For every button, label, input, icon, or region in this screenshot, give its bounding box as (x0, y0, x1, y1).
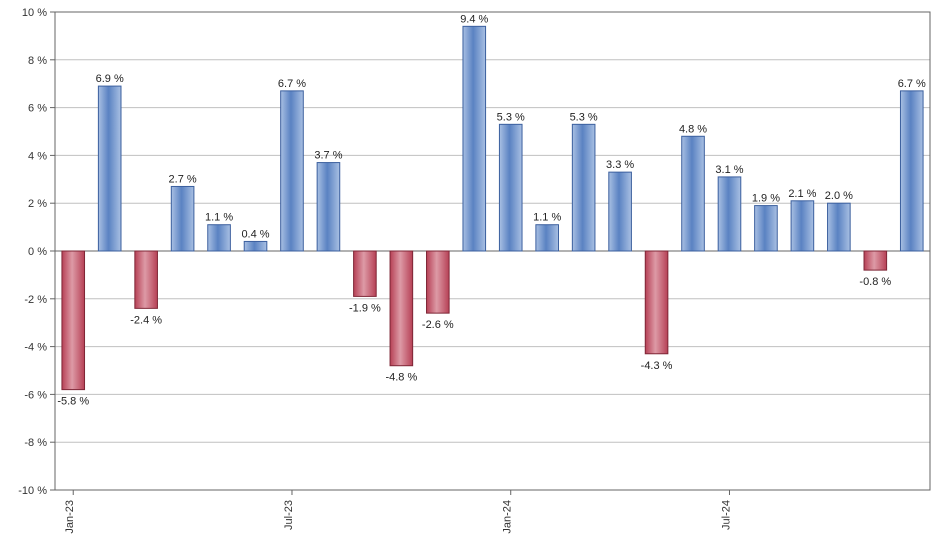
bar-value-label: 3.7 % (314, 150, 342, 162)
bar-value-label: -2.6 % (422, 319, 454, 331)
bar (171, 186, 194, 251)
x-axis-label: Jan-23 (64, 500, 76, 534)
bar (499, 124, 522, 251)
bar (718, 177, 741, 251)
bar (609, 172, 632, 251)
bar (62, 251, 85, 390)
bar (463, 26, 486, 251)
bar-value-label: -4.8 % (385, 372, 417, 384)
bar-value-label: 3.3 % (606, 159, 634, 171)
bar (755, 206, 778, 251)
bar-value-label: 9.4 % (460, 13, 488, 25)
bar-value-label: 3.1 % (715, 164, 743, 176)
y-axis-label: 0 % (28, 246, 47, 258)
bar (135, 251, 158, 308)
bar (208, 225, 231, 251)
bar-value-label: 6.7 % (898, 78, 926, 90)
bar-value-label: 0.4 % (241, 228, 269, 240)
bar-value-label: 6.9 % (96, 73, 124, 85)
bar-value-label: -5.8 % (57, 396, 89, 408)
bar-value-label: 1.9 % (752, 193, 780, 205)
bar (354, 251, 377, 296)
y-axis-label: 4 % (28, 150, 47, 162)
bar-value-label: 2.1 % (788, 188, 816, 200)
bar (536, 225, 559, 251)
bar (390, 251, 413, 366)
bar-value-label: -1.9 % (349, 302, 381, 314)
bar-value-label: 5.3 % (570, 111, 598, 123)
bar-value-label: -0.8 % (859, 276, 891, 288)
y-axis-label: 6 % (28, 103, 47, 115)
y-axis-label: -6 % (24, 389, 47, 401)
y-axis-label: 2 % (28, 198, 47, 210)
bar-value-label: 1.1 % (205, 212, 233, 224)
bar (645, 251, 668, 354)
bar-value-label: -2.4 % (130, 314, 162, 326)
bar-value-label: 6.7 % (278, 78, 306, 90)
bar-value-label: 2.7 % (169, 173, 197, 185)
bar (244, 241, 267, 251)
y-axis-label: 8 % (28, 55, 47, 67)
x-axis-label: Jul-23 (283, 500, 295, 530)
monthly-returns-bar-chart: -10 % -8 % -6 % -4 % -2 % 0 % 2 % 4 % 6 % 8 % 10 %… (0, 0, 940, 550)
y-axis-label: -4 % (24, 342, 47, 354)
bar (900, 91, 923, 251)
x-axis-label: Jul-24 (720, 500, 732, 530)
bar (98, 86, 121, 251)
bar (281, 91, 304, 251)
bar (682, 136, 705, 251)
y-axis-label: -10 % (18, 485, 47, 497)
y-axis-label: 10 % (22, 7, 47, 19)
bar (828, 203, 851, 251)
bar-value-label: 1.1 % (533, 212, 561, 224)
bar (864, 251, 887, 270)
bar-value-label: 4.8 % (679, 123, 707, 135)
bar-value-label: 5.3 % (497, 111, 525, 123)
y-axis-label: -8 % (24, 437, 47, 449)
bar (791, 201, 814, 251)
bar (317, 163, 340, 251)
chart-svg: -10 % -8 % -6 % -4 % -2 % 0 % 2 % 4 % 6 % 8 % 10 %… (0, 0, 940, 550)
bar (572, 124, 595, 251)
bar-value-label: 2.0 % (825, 190, 853, 202)
bar (427, 251, 450, 313)
bar-value-label: -4.3 % (641, 360, 673, 372)
y-axis-label: -2 % (24, 294, 47, 306)
x-axis-label: Jan-24 (502, 500, 514, 534)
